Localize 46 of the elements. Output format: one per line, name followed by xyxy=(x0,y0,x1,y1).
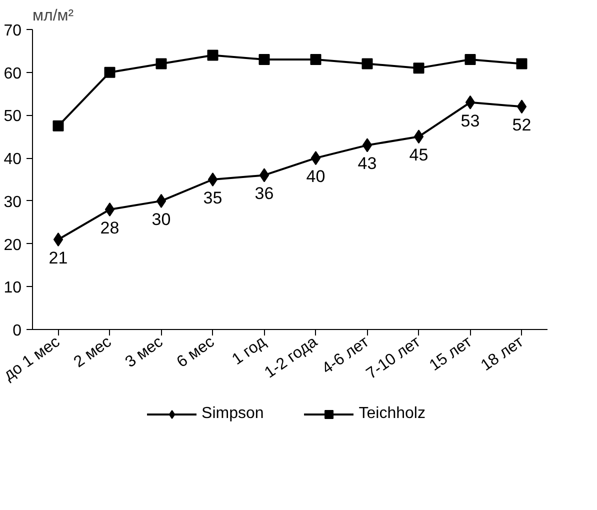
point xyxy=(310,54,322,65)
data-label: 43 xyxy=(358,154,377,174)
y-tick-label: 30 xyxy=(4,194,22,211)
y-tick-label: 0 xyxy=(12,322,22,340)
point xyxy=(207,50,218,61)
point xyxy=(465,95,476,110)
y-tick-label: 70 xyxy=(4,22,22,40)
y-tick-label: 60 xyxy=(4,65,22,82)
point xyxy=(464,54,476,65)
data-label: 52 xyxy=(512,116,532,135)
y-axis-title: мл/м² xyxy=(32,8,74,24)
data-label: 53 xyxy=(460,111,480,130)
point xyxy=(208,172,218,186)
point xyxy=(156,194,166,208)
y-tick-label: 40 xyxy=(4,151,22,168)
point xyxy=(53,232,64,246)
point xyxy=(259,168,270,182)
point xyxy=(310,151,321,166)
point xyxy=(104,202,115,216)
data-label: 21 xyxy=(48,248,68,268)
y-tick-label: 20 xyxy=(4,236,22,254)
data-label: 28 xyxy=(100,218,120,238)
point xyxy=(258,54,270,65)
legend-label: Teichholz xyxy=(358,405,426,423)
data-label: 40 xyxy=(306,167,326,186)
data-label: 45 xyxy=(409,146,428,165)
point xyxy=(156,58,167,70)
point xyxy=(413,62,424,74)
point xyxy=(516,58,528,70)
point xyxy=(104,66,116,78)
x-tick-label: 18 лет xyxy=(478,333,528,375)
point xyxy=(362,58,373,70)
y-tick-label: 10 xyxy=(4,280,22,297)
data-label: 36 xyxy=(254,184,274,204)
point xyxy=(516,100,527,114)
data-label: 30 xyxy=(152,210,171,229)
x-tick-label: 6 мес xyxy=(174,334,218,372)
point xyxy=(52,120,64,132)
x-tick-label: 15 лет xyxy=(426,333,476,375)
x-tick-label: 3 мес xyxy=(122,334,166,372)
y-tick-label: 50 xyxy=(4,108,22,126)
point xyxy=(414,130,424,144)
x-tick-label: 2 мес xyxy=(71,334,115,372)
legend-label: Simpson xyxy=(202,405,264,423)
point xyxy=(362,138,372,152)
data-label: 35 xyxy=(203,188,222,208)
